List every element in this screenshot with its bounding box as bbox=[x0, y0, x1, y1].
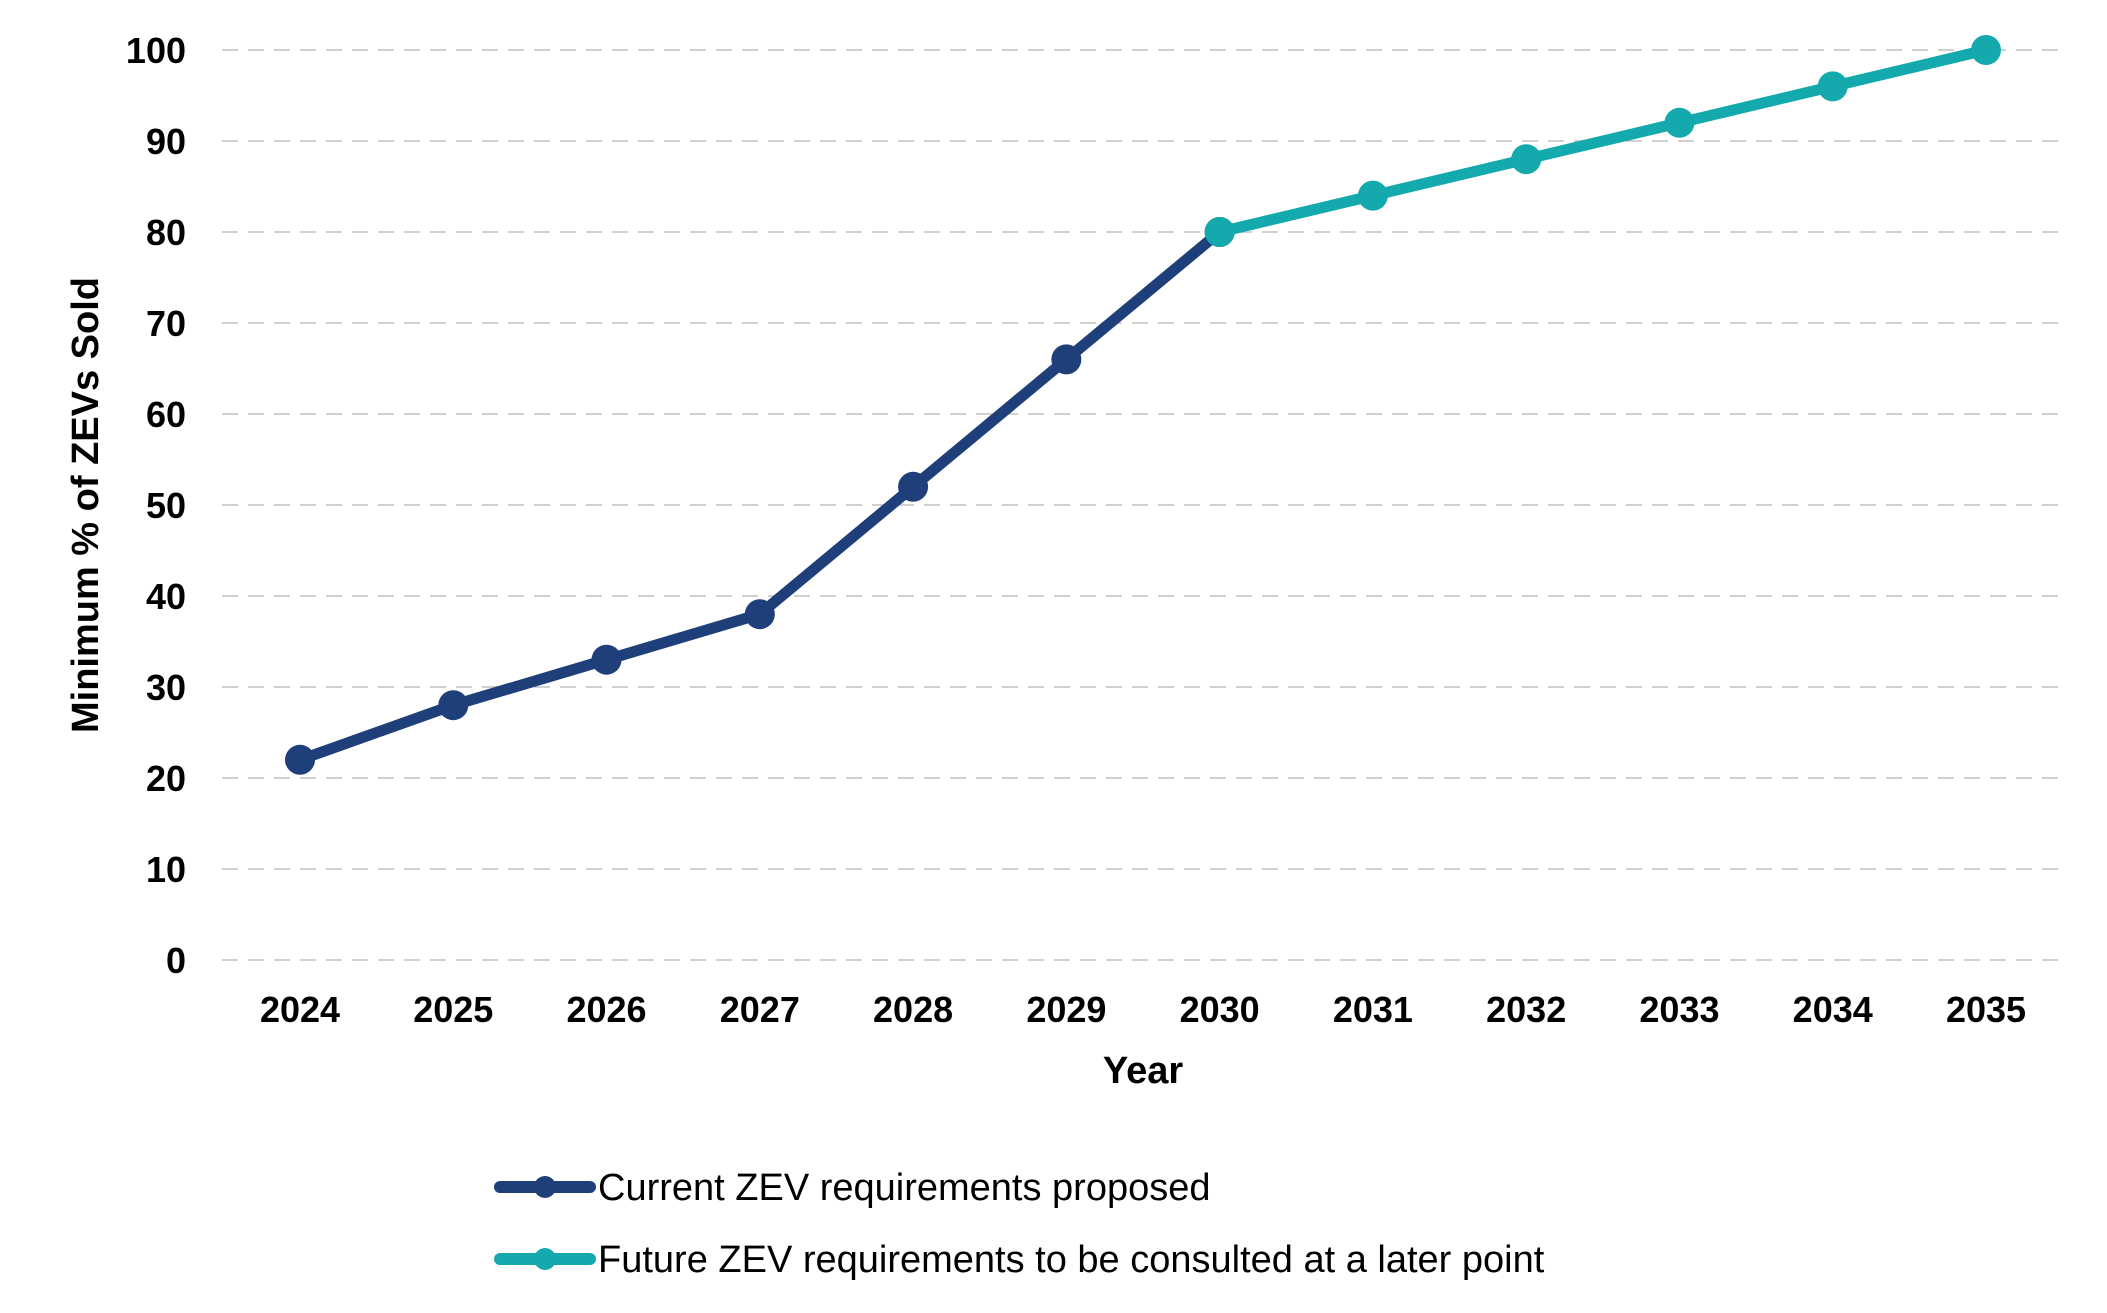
legend-swatch-marker bbox=[534, 1248, 556, 1270]
y-tick-label: 0 bbox=[166, 940, 186, 981]
x-tick-label: 2025 bbox=[413, 989, 493, 1030]
gridlines bbox=[222, 49, 2064, 961]
y-axis-ticks: 0 10 20 30 40 50 60 70 80 90 100 bbox=[126, 30, 186, 981]
data-point bbox=[1664, 107, 1695, 138]
x-tick-label: 2028 bbox=[873, 989, 953, 1030]
data-point bbox=[1357, 180, 1388, 211]
data-point bbox=[1817, 71, 1848, 102]
y-tick-label: 100 bbox=[126, 30, 186, 71]
legend-label: Current ZEV requirements proposed bbox=[598, 1167, 1211, 1209]
data-point bbox=[1511, 144, 1542, 175]
y-tick-label: 20 bbox=[146, 758, 186, 799]
legend-label: Future ZEV requirements to be consulted … bbox=[598, 1239, 1545, 1281]
y-tick-label: 10 bbox=[146, 849, 186, 890]
x-tick-label: 2031 bbox=[1333, 989, 1413, 1030]
legend-item: Future ZEV requirements to be consulted … bbox=[494, 1239, 1545, 1281]
data-point bbox=[591, 644, 622, 675]
x-tick-label: 2034 bbox=[1793, 989, 1873, 1030]
y-tick-label: 80 bbox=[146, 212, 186, 253]
y-tick-label: 90 bbox=[146, 121, 186, 162]
x-axis-title: Year bbox=[1103, 1050, 1184, 1092]
x-tick-label: 2024 bbox=[260, 989, 340, 1030]
y-tick-label: 50 bbox=[146, 485, 186, 526]
x-tick-label: 2027 bbox=[720, 989, 800, 1030]
x-tick-label: 2026 bbox=[566, 989, 646, 1030]
legend: Current ZEV requirements proposed Future … bbox=[494, 1167, 1545, 1281]
data-point bbox=[438, 690, 469, 721]
series-2 bbox=[1204, 35, 2001, 247]
data-point bbox=[1051, 344, 1082, 375]
y-tick-label: 60 bbox=[146, 394, 186, 435]
data-point bbox=[898, 471, 929, 502]
y-tick-label: 40 bbox=[146, 576, 186, 617]
x-tick-label: 2033 bbox=[1639, 989, 1719, 1030]
x-tick-label: 2029 bbox=[1026, 989, 1106, 1030]
y-tick-label: 70 bbox=[146, 303, 186, 344]
legend-swatch-marker bbox=[534, 1176, 556, 1198]
series-line bbox=[294, 226, 1226, 766]
x-tick-label: 2030 bbox=[1180, 989, 1260, 1030]
x-tick-label: 2035 bbox=[1946, 989, 2026, 1030]
x-axis-ticks: 2024 2025 2026 2027 2028 2029 2030 2031 2032 2033… bbox=[260, 989, 2026, 1030]
series-line bbox=[1214, 44, 1992, 238]
data-point bbox=[285, 744, 315, 775]
series-1 bbox=[285, 217, 1235, 775]
data-point bbox=[744, 599, 775, 630]
y-axis-title: Minimum % of ZEVs Sold bbox=[65, 277, 107, 733]
series-layer bbox=[285, 35, 2001, 775]
data-point bbox=[1971, 35, 2001, 65]
legend-item: Current ZEV requirements proposed bbox=[494, 1167, 1211, 1209]
y-tick-label: 30 bbox=[146, 667, 186, 708]
x-tick-label: 2032 bbox=[1486, 989, 1566, 1030]
data-point bbox=[1204, 217, 1235, 247]
